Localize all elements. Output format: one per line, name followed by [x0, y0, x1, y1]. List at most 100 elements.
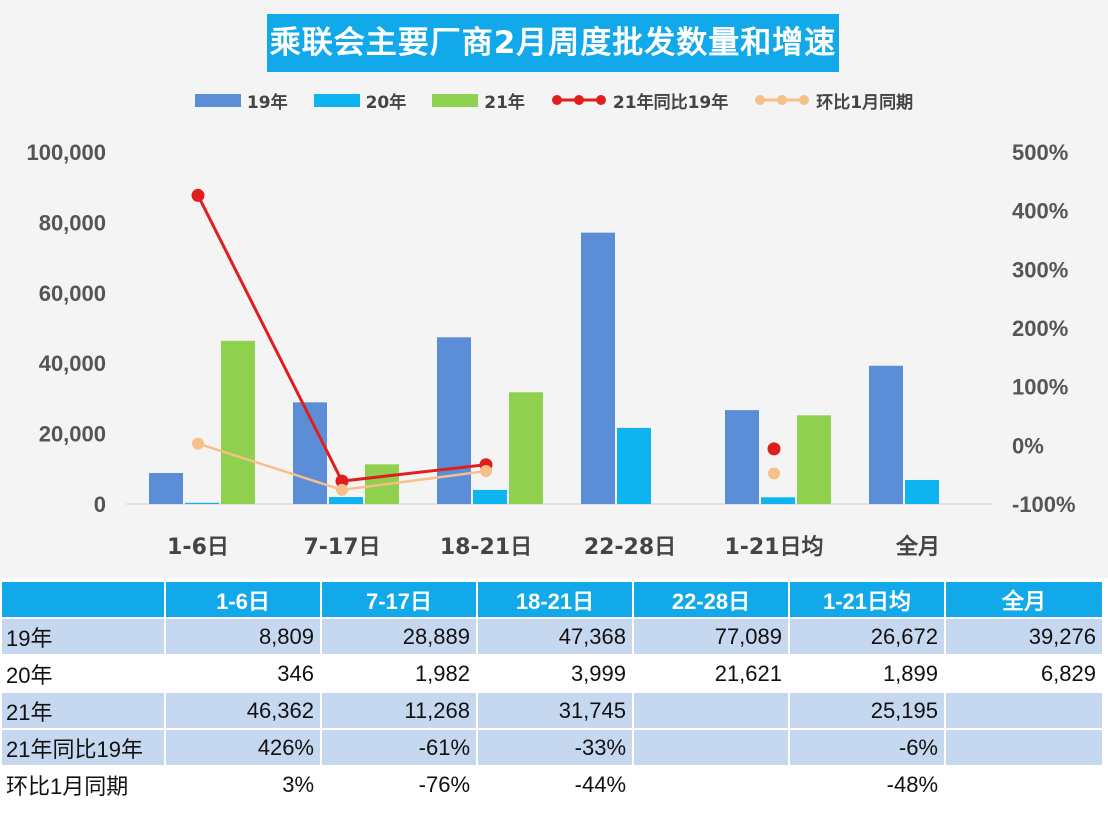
table-cell: 21,621: [634, 656, 788, 691]
table-cell: -6%: [790, 730, 944, 765]
legend-label-19: 19年: [246, 92, 288, 113]
legend-item-mom: 环比1月同期: [754, 88, 913, 113]
line-segment-环比1月同期: [197, 442, 343, 492]
table-header: 1-6日: [166, 582, 320, 617]
table-cell: 1,899: [790, 656, 944, 691]
category-label: 22-28日: [584, 535, 676, 560]
category-label: 18-21日: [440, 535, 532, 560]
table-cell: -76%: [322, 767, 476, 802]
row-label: 环比1月同期: [2, 767, 164, 802]
line-point-环比1月同期: [192, 437, 204, 450]
table-cell: 1,982: [322, 656, 476, 691]
table-cell: 31,745: [478, 693, 632, 728]
table-cell: -48%: [790, 767, 944, 802]
line-point-21年同比19年: [767, 442, 781, 456]
table-row: 21年同比19年 426% -61% -33% -6%: [2, 730, 1102, 765]
row-label: 20年: [2, 656, 164, 691]
bar-20年: [329, 497, 363, 504]
category-label: 1-6日: [167, 535, 229, 560]
legend-label-yoy: 21年同比19年: [612, 92, 729, 113]
chart-area: 乘联会主要厂商2月周度批发数量和增速 19年 20年 21年 21年同比19年: [0, 0, 1108, 578]
table-cell: [634, 767, 788, 802]
right-axis-tick-label: 0%: [1012, 433, 1044, 458]
left-axis-tick-label: 40,000: [39, 351, 106, 376]
table-header: 1-21日均: [790, 582, 944, 617]
line-point-环比1月同期: [480, 465, 492, 478]
legend-label-20: 20年: [365, 92, 407, 113]
line-point-环比1月同期: [768, 467, 780, 480]
row-label: 19年: [2, 619, 164, 654]
table-cell: [946, 730, 1102, 765]
data-table: 1-6日 7-17日 18-21日 22-28日 1-21日均 全月 19年 8…: [0, 580, 1104, 804]
row-label: 21年: [2, 693, 164, 728]
table-cell: 26,672: [790, 619, 944, 654]
table-cell: [946, 767, 1102, 802]
right-axis-tick-label: 400%: [1012, 199, 1068, 224]
right-axis-tick-label: 300%: [1012, 257, 1068, 282]
table-cell: 11,268: [322, 693, 476, 728]
category-label: 全月: [895, 534, 940, 560]
line-point-环比1月同期: [336, 483, 348, 496]
legend-item-19: 19年: [194, 88, 288, 113]
line-segment-21年同比19年: [196, 194, 344, 482]
table-header: 全月: [946, 582, 1102, 617]
table-row: 20年 346 1,982 3,999 21,621 1,899 6,829: [2, 656, 1102, 691]
bar-19年: [581, 232, 615, 504]
chart-legend: 19年 20年 21年 21年同比19年 环: [0, 86, 1108, 114]
table-cell: 39,276: [946, 619, 1102, 654]
table-cell: [946, 693, 1102, 728]
bar-20年: [905, 479, 939, 504]
line-segment-环比1月同期: [341, 469, 487, 492]
bar-21年: [509, 392, 543, 504]
bar-21年: [797, 415, 831, 504]
bar-20年: [761, 497, 795, 504]
row-label: 21年同比19年: [2, 730, 164, 765]
category-label: 1-21日均: [724, 534, 823, 560]
bar-19年: [437, 337, 471, 504]
table-cell: [634, 730, 788, 765]
table-cell: 46,362: [166, 693, 320, 728]
legend-item-21: 21年: [432, 88, 525, 113]
legend-swatch-19: [194, 93, 241, 107]
table-row: 19年 8,809 28,889 47,368 77,089 26,672 39…: [2, 619, 1102, 654]
chart-title: 乘联会主要厂商2月周度批发数量和增速: [267, 14, 839, 72]
line-point-21年同比19年: [335, 474, 349, 488]
legend-swatch-20: [313, 93, 360, 107]
legend-item-20: 20年: [313, 88, 407, 113]
legend-swatch-21: [432, 93, 479, 107]
right-axis-tick-label: 100%: [1012, 375, 1068, 400]
table-cell: -44%: [478, 767, 632, 802]
table-cell: 77,089: [634, 619, 788, 654]
category-label: 7-17日: [303, 535, 380, 560]
plot-area: 0 20,000 40,000 60,000 80,000 100,000 -100% 0% 1…: [26, 140, 1076, 560]
table-cell: -61%: [322, 730, 476, 765]
right-axis-tick-label: 200%: [1012, 316, 1068, 341]
legend-label-mom: 环比1月同期: [816, 92, 914, 113]
table-cell: 6,829: [946, 656, 1102, 691]
legend-swatch-yoy: [551, 95, 606, 105]
line-segment-21年同比19年: [341, 463, 487, 483]
right-axis-tick-label: 500%: [1012, 140, 1068, 165]
table-row: 21年 46,362 11,268 31,745 25,195: [2, 693, 1102, 728]
right-axis-tick-label: -100%: [1012, 492, 1076, 517]
line-point-21年同比19年: [191, 188, 205, 202]
table-header: 7-17日: [322, 582, 476, 617]
bar-20年: [617, 427, 651, 504]
table-header: 18-21日: [478, 582, 632, 617]
table-row: 环比1月同期 3% -76% -44% -48%: [2, 767, 1102, 802]
left-axis-tick-label: 20,000: [39, 422, 106, 447]
table-cell: 28,889: [322, 619, 476, 654]
bar-20年: [185, 502, 219, 504]
legend-item-yoy: 21年同比19年: [551, 88, 728, 113]
table-header: 22-28日: [634, 582, 788, 617]
table-header-corner: [2, 582, 164, 617]
table-cell: 346: [166, 656, 320, 691]
table-cell: 8,809: [166, 619, 320, 654]
legend-swatch-mom: [755, 95, 810, 105]
bar-19年: [725, 410, 759, 504]
table-header-row: 1-6日 7-17日 18-21日 22-28日 1-21日均 全月: [2, 582, 1102, 617]
left-axis-tick-label: 80,000: [39, 210, 106, 235]
table-cell: -33%: [478, 730, 632, 765]
table-cell: 3%: [166, 767, 320, 802]
bar-20年: [473, 489, 507, 504]
